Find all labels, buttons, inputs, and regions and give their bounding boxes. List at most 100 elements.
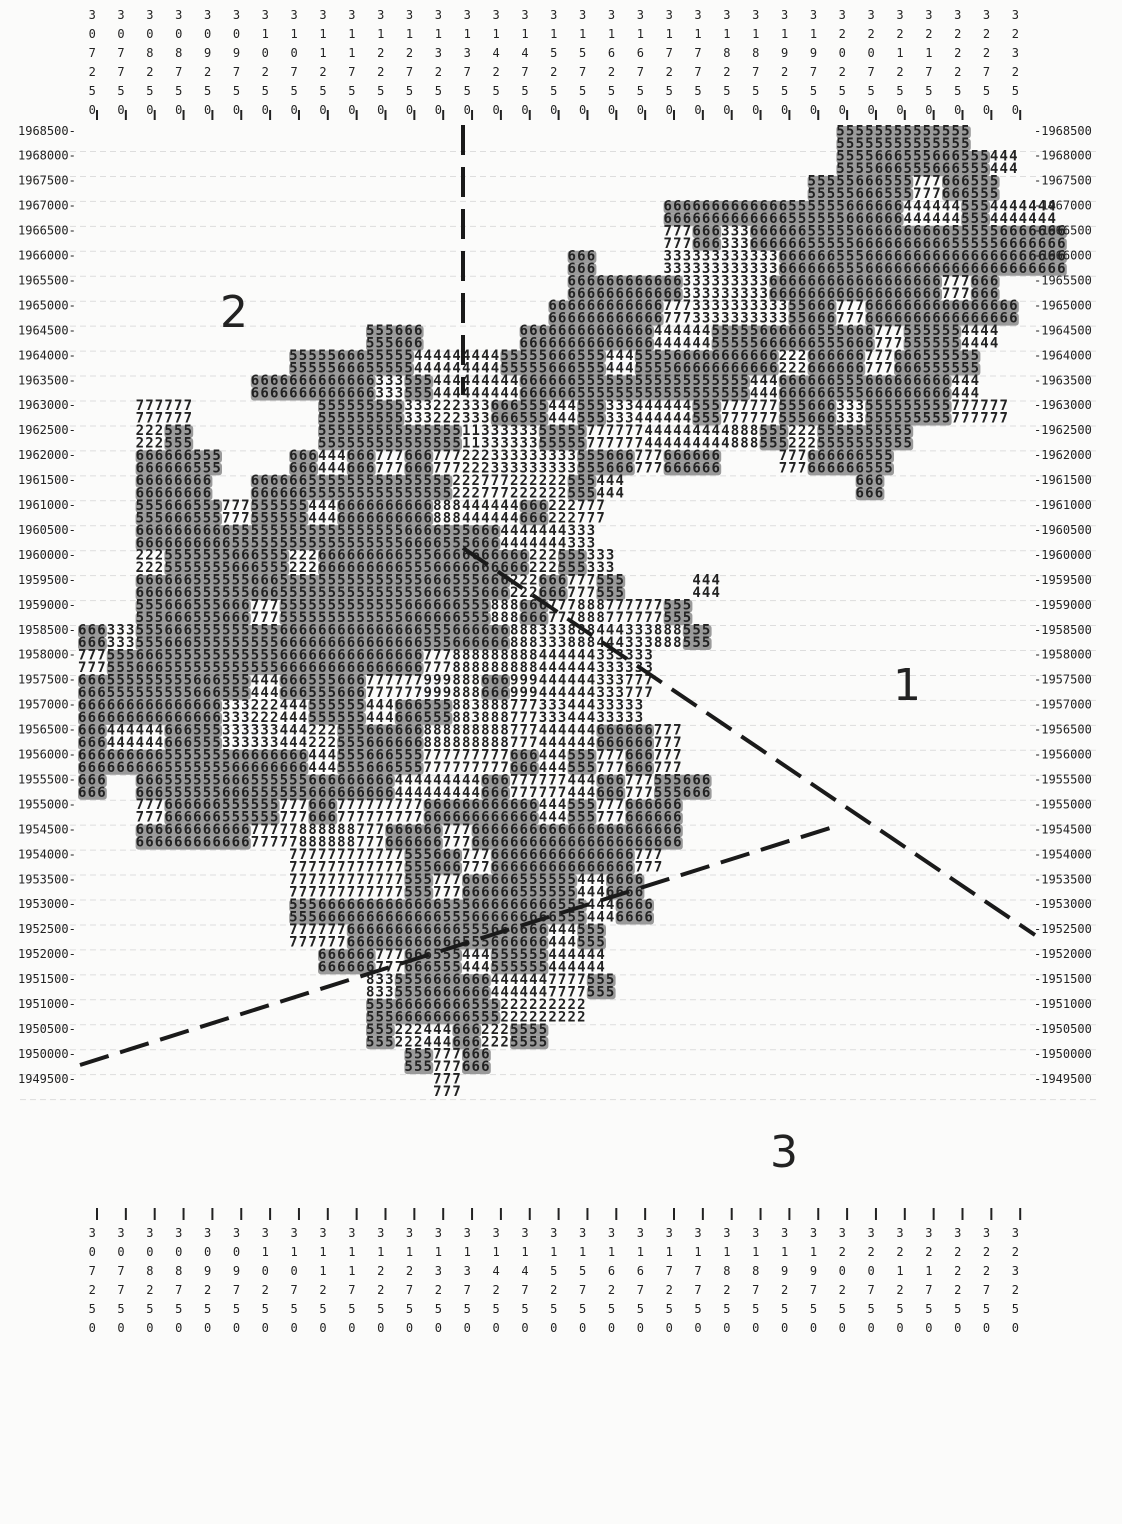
top-column-label: 311250 xyxy=(316,8,330,122)
bottom-column-label: 319250 xyxy=(778,1226,792,1340)
bottom-column-label: 318250 xyxy=(720,1226,734,1340)
left-label: 1952500- xyxy=(18,922,76,936)
right-label: -1963000 xyxy=(1034,398,1092,412)
right-label: -1961000 xyxy=(1034,498,1092,512)
right-label: -1968000 xyxy=(1034,149,1092,163)
right-label: -1958500 xyxy=(1034,623,1092,637)
right-label: -1953500 xyxy=(1034,872,1092,886)
right-label: -1951000 xyxy=(1034,997,1092,1011)
left-label: 1966000- xyxy=(18,249,76,263)
right-label: -1965000 xyxy=(1034,298,1092,312)
right-label: -1960500 xyxy=(1034,523,1092,537)
map-text: 55555555555555 555555555555551968500--19… xyxy=(18,8,1092,1340)
left-label: 1955500- xyxy=(18,772,76,786)
bottom-column-label: 312250 xyxy=(374,1226,388,1340)
bottom-column-label: 309250 xyxy=(201,1226,215,1340)
top-column-label: 308750 xyxy=(172,8,186,122)
bottom-column-label: 319750 xyxy=(806,1226,820,1340)
left-label: 1954500- xyxy=(18,822,76,836)
top-column-label: 316250 xyxy=(605,8,619,122)
top-column-label: 319750 xyxy=(806,8,820,122)
bottom-column-label: 318750 xyxy=(749,1226,763,1340)
left-label: 1955000- xyxy=(18,797,76,811)
top-column-label: 318250 xyxy=(720,8,734,122)
top-column-label: 321750 xyxy=(922,8,936,122)
left-label: 1967500- xyxy=(18,174,76,188)
left-label: 1951000- xyxy=(18,997,76,1011)
region-label: 2 xyxy=(220,287,248,338)
left-label: 1967000- xyxy=(18,199,76,213)
right-label: -1956000 xyxy=(1034,748,1092,762)
top-column-label: 317750 xyxy=(691,8,705,122)
right-label: -1960000 xyxy=(1034,548,1092,562)
right-label: -1958000 xyxy=(1034,648,1092,662)
top-column-label: 308250 xyxy=(143,8,157,122)
right-label: -1968500 xyxy=(1034,124,1092,138)
left-label: 1956500- xyxy=(18,723,76,737)
right-label: -1959000 xyxy=(1034,598,1092,612)
left-label: 1961500- xyxy=(18,473,76,487)
left-label: 1953500- xyxy=(18,872,76,886)
bottom-column-label: 316250 xyxy=(605,1226,619,1340)
left-label: 1965500- xyxy=(18,273,76,287)
bottom-column-label: 321250 xyxy=(893,1226,907,1340)
left-label: 1959500- xyxy=(18,573,76,587)
right-label: -1967000 xyxy=(1034,199,1092,213)
right-label: -1952000 xyxy=(1034,947,1092,961)
left-label: 1968500- xyxy=(18,124,76,138)
right-label: -1953000 xyxy=(1034,897,1092,911)
bottom-column-label: 317250 xyxy=(662,1226,676,1340)
left-label: 1964500- xyxy=(18,323,76,337)
top-column-label: 320750 xyxy=(864,8,878,122)
left-label: 1963000- xyxy=(18,398,76,412)
right-label: -1949500 xyxy=(1034,1072,1092,1086)
left-label: 1958500- xyxy=(18,623,76,637)
bottom-column-label: 314750 xyxy=(518,1226,532,1340)
bottom-column-label: 320750 xyxy=(864,1226,878,1340)
left-label: 1960000- xyxy=(18,548,76,562)
right-label: -1964500 xyxy=(1034,323,1092,337)
bottom-column-label: 320250 xyxy=(835,1226,849,1340)
bottom-column-label: 322750 xyxy=(980,1226,994,1340)
right-label: -1967500 xyxy=(1034,174,1092,188)
left-label: 1950000- xyxy=(18,1047,76,1061)
right-label: -1954500 xyxy=(1034,822,1092,836)
top-column-label: 309750 xyxy=(229,8,243,122)
right-label: -1961500 xyxy=(1034,473,1092,487)
top-column-label: 310250 xyxy=(258,8,272,122)
bottom-column-label: 311750 xyxy=(345,1226,359,1340)
bottom-column-label: 322250 xyxy=(951,1226,965,1340)
right-label: -1957500 xyxy=(1034,673,1092,687)
right-label: -1962000 xyxy=(1034,448,1092,462)
top-column-label: 323250 xyxy=(1008,8,1022,122)
bottom-column-label: 314250 xyxy=(489,1226,503,1340)
top-column-label: 318750 xyxy=(749,8,763,122)
left-label: 1949500- xyxy=(18,1072,76,1086)
left-label: 1960500- xyxy=(18,523,76,537)
right-label: -1966000 xyxy=(1034,249,1092,263)
top-column-label: 319250 xyxy=(778,8,792,122)
left-label: 1957500- xyxy=(18,673,76,687)
bottom-column-label: 315750 xyxy=(576,1226,590,1340)
right-label: -1959500 xyxy=(1034,573,1092,587)
bottom-column-label: 313250 xyxy=(431,1226,445,1340)
top-column-label: 309250 xyxy=(201,8,215,122)
bottom-column-label: 307750 xyxy=(114,1226,128,1340)
top-column-label: 317250 xyxy=(662,8,676,122)
region-label: 1 xyxy=(893,660,921,711)
bottom-column-label: 308250 xyxy=(143,1226,157,1340)
bottom-column-label: 315250 xyxy=(547,1226,561,1340)
left-label: 1964000- xyxy=(18,348,76,362)
left-label: 1951500- xyxy=(18,972,76,986)
bottom-column-label: 309750 xyxy=(229,1226,243,1340)
bottom-column-label: 312750 xyxy=(403,1226,417,1340)
map-row: 777 xyxy=(78,1084,462,1100)
bottom-column-label: 310250 xyxy=(258,1226,272,1340)
top-column-label: 312750 xyxy=(403,8,417,122)
top-column-label: 312250 xyxy=(374,8,388,122)
right-label: -1951500 xyxy=(1034,972,1092,986)
top-column-label: 314750 xyxy=(518,8,532,122)
top-column-label: 315750 xyxy=(576,8,590,122)
right-label: -1962500 xyxy=(1034,423,1092,437)
top-column-label: 310750 xyxy=(287,8,301,122)
